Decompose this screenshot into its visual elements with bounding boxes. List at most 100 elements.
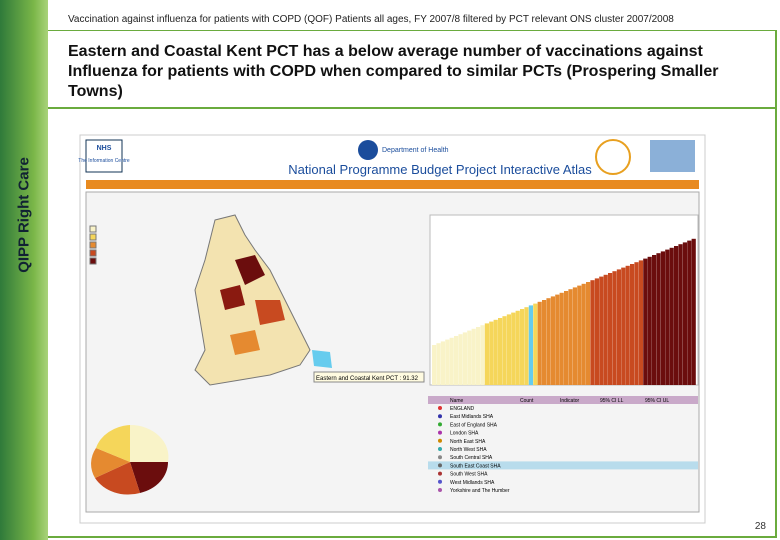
legend-swatch [89, 233, 97, 241]
row-dot [438, 414, 442, 419]
column-header: Count [520, 398, 534, 404]
row-name: East Midlands SHA [450, 414, 494, 420]
bar [498, 318, 503, 385]
row-name: South East Coast SHA [450, 463, 501, 469]
bar [555, 294, 560, 385]
pie-slice [95, 462, 140, 495]
bar [449, 337, 454, 385]
department: Department of Health [382, 147, 449, 154]
nav-bar [86, 180, 699, 189]
bar [436, 343, 441, 385]
dh-logo [358, 140, 378, 160]
bar [643, 258, 648, 385]
rule [48, 30, 776, 31]
row-dot [438, 471, 442, 476]
map-region [230, 330, 260, 355]
row-name: Yorkshire and The Humber [450, 488, 510, 494]
bar [581, 283, 586, 385]
bar [533, 303, 538, 385]
pie-slice [96, 425, 130, 462]
bar [432, 345, 437, 385]
pie-slice [130, 462, 169, 493]
column-header: Indicator [560, 398, 580, 404]
bar [660, 251, 665, 385]
row-name: London SHA [450, 431, 479, 437]
bar [603, 274, 608, 385]
bar [616, 269, 621, 385]
map-region [255, 300, 285, 325]
bar [608, 273, 613, 385]
tooltip [313, 371, 425, 383]
bar [515, 310, 520, 385]
bar [590, 280, 595, 385]
bar [493, 319, 498, 385]
bar [489, 321, 494, 385]
bar [476, 327, 481, 385]
nhs: NHS [97, 145, 112, 152]
sidebar: QIPP Right Care [0, 0, 48, 540]
bar [652, 255, 657, 385]
bar [471, 328, 476, 385]
row-dot [438, 447, 442, 451]
bar [687, 240, 692, 385]
bar [542, 300, 547, 385]
map-region [312, 350, 332, 368]
bar [502, 316, 507, 385]
table-header [428, 396, 698, 404]
pie-slice [91, 448, 130, 478]
bar [462, 332, 467, 385]
row-name: North East SHA [450, 439, 486, 445]
bar [572, 287, 577, 385]
bar [594, 278, 599, 385]
highlight: Eastern and Coastal Kent PCT : 91.32 [316, 376, 419, 382]
row-dot [438, 438, 442, 443]
bar [524, 307, 529, 385]
rule [48, 536, 777, 538]
row-dot [438, 422, 442, 427]
bar [599, 276, 604, 385]
bar [484, 323, 489, 385]
bar [638, 260, 643, 385]
bar [440, 341, 445, 385]
column-header: 95% CI UL [645, 398, 669, 404]
logo [85, 139, 123, 173]
bar [559, 292, 564, 385]
row-highlight [428, 461, 698, 470]
row-name: South West SHA [450, 472, 488, 478]
bar [621, 267, 626, 385]
bar [568, 289, 573, 385]
bar [612, 271, 617, 385]
centre: The Information Centre [78, 158, 130, 164]
rule [48, 107, 776, 109]
legend-swatch [89, 225, 97, 233]
legend-swatch [89, 241, 97, 249]
row-dot [438, 479, 442, 484]
map-region [220, 285, 245, 310]
bar [467, 330, 472, 385]
bar [564, 291, 569, 385]
bar [546, 298, 551, 385]
bar [682, 242, 687, 385]
bar [458, 334, 463, 385]
bar [691, 238, 696, 385]
bar [537, 301, 542, 385]
row-dot [438, 430, 442, 435]
bar [445, 339, 450, 385]
bar [625, 265, 630, 385]
bar [678, 244, 683, 385]
row-dot [438, 455, 442, 460]
bar [480, 325, 485, 385]
bar [577, 285, 582, 385]
page-number: 28 [754, 521, 766, 532]
row-dot [438, 463, 442, 468]
legend-swatch [89, 257, 97, 265]
bar [669, 247, 674, 385]
bar [674, 246, 679, 385]
bar [520, 309, 525, 385]
row-dot [438, 406, 442, 410]
bar [550, 296, 555, 385]
column-header: Name [450, 398, 464, 404]
map-region [235, 255, 265, 285]
